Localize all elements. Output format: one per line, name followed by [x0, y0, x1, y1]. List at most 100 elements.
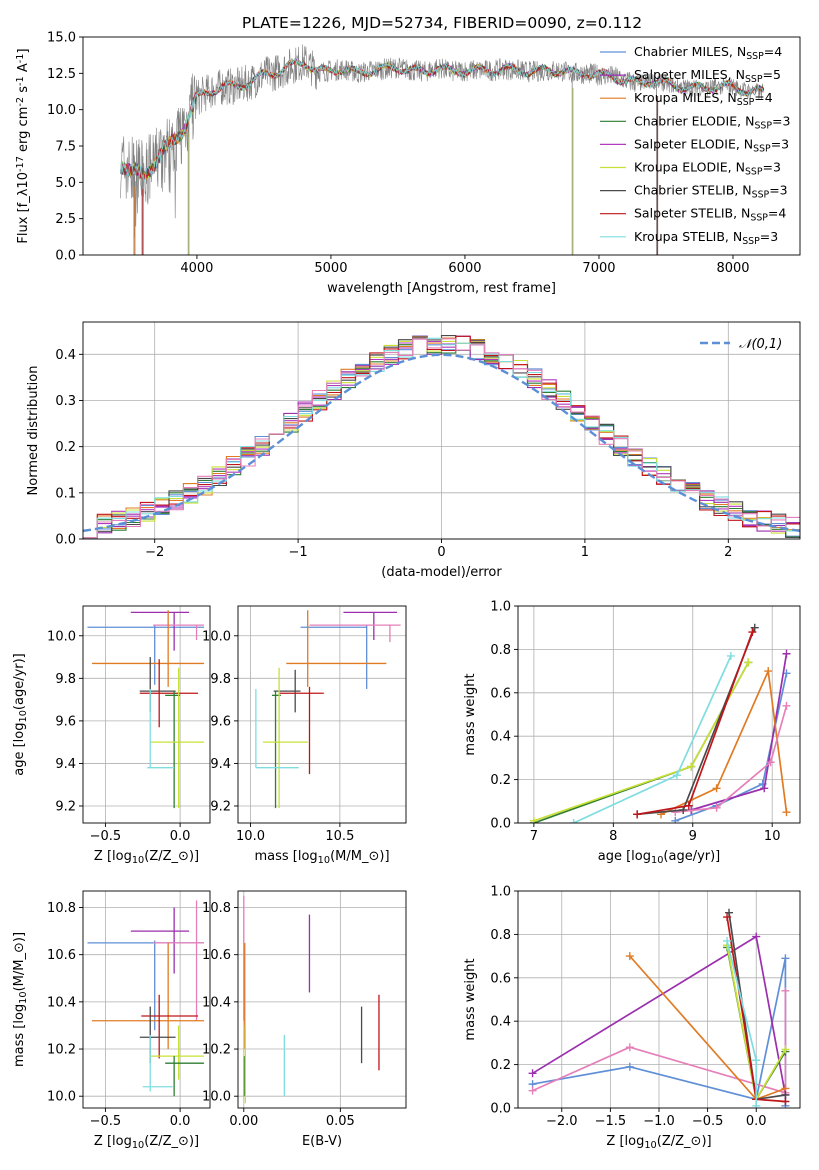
legend-label: Salpeter STELIB, NSSP=4: [634, 206, 786, 224]
y-tick-label: 10.0: [202, 1090, 231, 1105]
y-tick-label: 10.2: [202, 1043, 231, 1058]
residual-histogram: [83, 338, 800, 539]
axes-frame: [82, 890, 211, 1109]
y-tick-label: 0.4: [490, 1015, 511, 1030]
y-tick-label: 0.6: [490, 971, 511, 986]
mass-weight-marker: [744, 658, 753, 667]
y-tick-label: 10.6: [202, 948, 231, 963]
mass-weight-marker: [625, 952, 634, 961]
y-axis-label: mass weight: [463, 673, 478, 755]
x-tick-label: 8: [609, 829, 617, 844]
x-tick-label: 7: [530, 829, 538, 844]
plot-area: [87, 610, 205, 809]
x-tick-label: −0.5: [90, 1114, 122, 1129]
mass-weight-marker: [748, 628, 757, 637]
y-tick-label: 1.0: [490, 885, 511, 900]
y-tick-label: 2.5: [55, 212, 76, 227]
y-tick-label: 9.6: [55, 714, 76, 729]
y-tick-label: 10.0: [47, 1090, 76, 1105]
panel-mass-vs-Z: −0.5 0.0 10.0 10.2 10.4 10.6 10.8 Z [log10(Z/Z_…: [12, 890, 211, 1151]
panel-age-vs-Z: −0.5 0.0 9.2 9.4 9.6 9.8 10.0 Z [log10(Z/Z_⊙)] a…: [12, 605, 211, 866]
y-tick-label: 10.0: [47, 103, 76, 118]
x-axis-label: mass [log10(M/M_⊙)]: [254, 849, 389, 866]
y-tick-label: 0.8: [490, 928, 511, 943]
mass-weight-marker: [712, 803, 721, 812]
axes-frame: [82, 605, 211, 824]
mass-weight-marker: [712, 784, 721, 793]
mass-weight-marker: [781, 954, 790, 963]
x-tick-label: −1.0: [643, 1114, 675, 1129]
plot-area: [83, 335, 800, 539]
x-tick-label: −1.5: [595, 1114, 627, 1129]
mass-weight-marker: [781, 1045, 790, 1054]
x-tick-label: 0.00: [229, 1114, 258, 1129]
y-tick-label: 9.6: [210, 714, 231, 729]
legend-label: Salpeter ELODIE, NSSP=3: [634, 136, 789, 154]
mass-weight-marker: [782, 649, 791, 658]
legend-label: Chabrier STELIB, NSSP=3: [634, 183, 788, 201]
mass-weight-marker: [723, 913, 732, 922]
y-tick-label: 10.2: [47, 1043, 76, 1058]
y-axis-label: Normed distribution: [26, 366, 41, 496]
x-tick-label: −0.5: [692, 1114, 724, 1129]
y-tick-label: 10.8: [47, 901, 76, 916]
x-tick-label: 0.05: [326, 1114, 355, 1129]
mass-weight-marker: [781, 1097, 790, 1106]
x-axis-label: Z [log10(Z/Z_⊙)]: [94, 1134, 199, 1151]
plot-area: [243, 895, 380, 1104]
mass-weight-marker: [625, 1062, 634, 1071]
mass-weight-marker: [625, 1043, 634, 1052]
plot-area: [87, 900, 205, 1097]
model-spectrum: [120, 58, 765, 182]
y-axis-label: Flux [f_λ10-17 erg cm-2 s-1 A-1]: [15, 48, 31, 243]
x-tick-label: 2: [724, 545, 732, 560]
mass-weight-marker: [781, 986, 790, 995]
y-tick-label: 10.4: [202, 995, 231, 1010]
legend-label: Kroupa MILES, NSSP=4: [634, 90, 773, 108]
panel-mass-weight-vs-age: 7 8 9 10 0.0 0.2 0.4 0.6 0.8 1.0 age [log10(age/yr…: [463, 600, 801, 866]
plot-area: [255, 610, 401, 809]
panel-mass-weight-vs-Z: −2.0 −1.5 −1.0 −0.5 0.0 0.0 0.2 0.4 0.6 0.8 1.0 Z […: [463, 885, 801, 1151]
y-tick-label: 10.4: [47, 995, 76, 1010]
mass-weight-marker: [723, 936, 732, 945]
axes-frame: [237, 890, 407, 1109]
y-tick-label: 0.2: [490, 1058, 511, 1073]
y-tick-label: 5.0: [55, 176, 76, 191]
mass-weight-marker: [752, 1101, 761, 1108]
x-axis-label: Z [log10(Z/Z_⊙)]: [606, 1134, 711, 1151]
y-tick-label: 0.3: [55, 394, 76, 409]
figure-title: PLATE=1226, MJD=52734, FIBERID=0090, z=0…: [242, 14, 642, 32]
mass-weight-marker: [752, 932, 761, 941]
y-tick-label: 10.0: [47, 629, 76, 644]
legend-label: Chabrier MILES, NSSP=4: [634, 44, 782, 62]
x-tick-label: 0.0: [170, 1114, 191, 1129]
mass-weight-marker: [569, 819, 578, 823]
y-tick-label: 15.0: [47, 31, 76, 46]
mass-weight-marker: [750, 623, 759, 632]
mass-weight-marker: [528, 1086, 537, 1095]
mass-weight-marker: [752, 1056, 761, 1065]
x-tick-label: 4000: [180, 261, 213, 276]
y-tick-label: 12.5: [47, 67, 76, 82]
y-tick-label: 0.2: [490, 773, 511, 788]
mass-weight-marker: [766, 758, 775, 767]
x-tick-label: 0.0: [746, 1114, 767, 1129]
mass-weight-marker: [672, 771, 681, 780]
y-tick-label: 9.2: [55, 799, 76, 814]
mass-weight-marker: [684, 801, 693, 810]
mass-weight-marker: [671, 816, 680, 823]
mass-weight-marker: [528, 1069, 537, 1078]
mass-weight-marker: [764, 667, 773, 676]
y-tick-label: 0.2: [55, 440, 76, 455]
x-axis-label: age [log10(age/yr)]: [598, 849, 721, 866]
x-axis-label: E(B-V): [302, 1134, 342, 1149]
x-tick-label: 0: [437, 545, 445, 560]
x-tick-label: 6000: [448, 261, 481, 276]
y-tick-label: 10.0: [202, 629, 231, 644]
mass-weight-line: [532, 990, 787, 1094]
y-tick-label: 0.1: [55, 486, 76, 501]
x-tick-label: 0.0: [170, 829, 191, 844]
mass-weight-marker: [725, 908, 734, 917]
y-axis-label: age [log10(age/yr)]: [12, 653, 29, 776]
plot-area: [120, 44, 765, 255]
